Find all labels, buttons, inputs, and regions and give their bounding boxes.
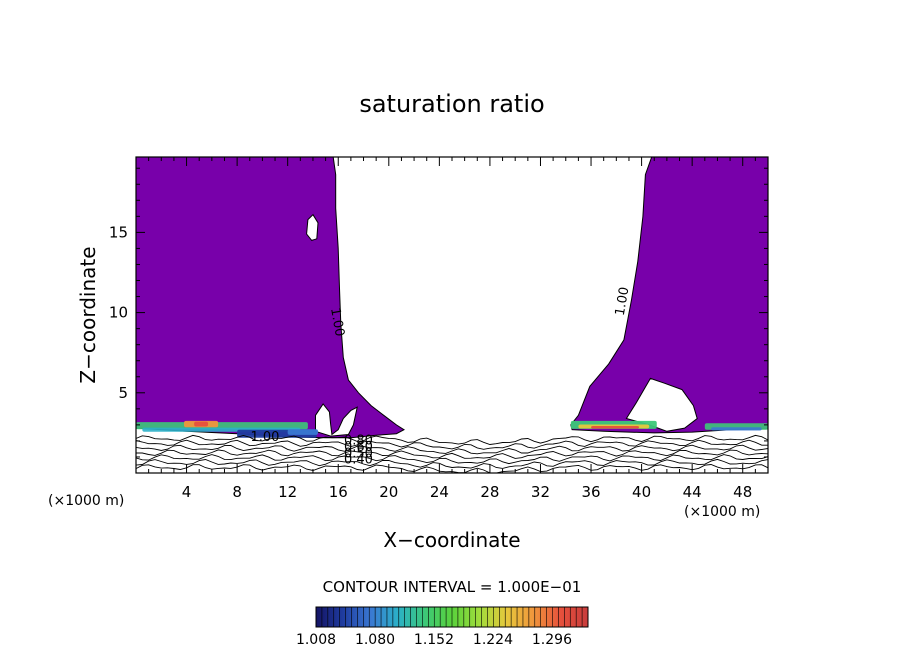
contour-line <box>136 439 768 450</box>
supersat-band <box>591 426 640 429</box>
x-tick-label: 48 <box>733 483 752 501</box>
supersat-band <box>287 429 319 435</box>
supersaturation-bands <box>136 420 768 438</box>
contour-line <box>136 458 768 469</box>
saturated-region-left <box>136 157 405 439</box>
supersat-band <box>711 427 762 431</box>
contour-line <box>136 454 768 465</box>
contour-line <box>136 434 768 445</box>
x-axis-ticks: 4 8 12 16 20 24 28 32 36 40 44 48 <box>148 157 756 501</box>
colorbar-tick-label: 1.008 <box>296 632 336 648</box>
contour-label: 0.60 <box>344 440 373 455</box>
x-tick-label: 16 <box>329 483 348 501</box>
saturated-region-right <box>570 157 768 434</box>
colorbar-tick-label: 1.080 <box>355 632 395 648</box>
contour-interval-label: CONTOUR INTERVAL = 1.000E−01 <box>323 578 582 596</box>
x-unit-label-left: (×1000 m) <box>48 493 124 509</box>
x-tick-label: 44 <box>683 483 702 501</box>
x-tick-label: 4 <box>182 483 192 501</box>
contour-line <box>136 444 768 455</box>
supersat-band <box>194 421 209 427</box>
contour-label: 1.00 <box>250 430 279 445</box>
unsaturated-hole-low <box>315 403 358 437</box>
unsaturated-hole-upper <box>306 213 319 241</box>
x-tick-label: 8 <box>232 483 242 501</box>
contour-line <box>136 449 768 459</box>
y-axis-label: Z−coordinate <box>76 246 100 383</box>
colorbar-divisions <box>321 607 583 627</box>
plot-area <box>136 157 768 473</box>
supersat-band <box>136 422 308 430</box>
x-axis-label: X−coordinate <box>383 528 520 552</box>
x-tick-label: 28 <box>480 483 499 501</box>
x-tick-label: 36 <box>581 483 600 501</box>
x-tick-label: 20 <box>379 483 398 501</box>
contour-label: 0.50 <box>344 446 373 461</box>
colorbar-ticks: 1.008 1.080 1.152 1.224 1.296 <box>296 632 572 648</box>
unsaturated-hole-right <box>625 377 698 432</box>
y-tick-label: 15 <box>109 223 128 241</box>
contour-label: 1.00 <box>327 307 347 338</box>
x-tick-label: 40 <box>632 483 651 501</box>
x-unit-label-right: (×1000 m) <box>684 504 760 520</box>
colorbar-tick-label: 1.152 <box>414 632 454 648</box>
y-tick-label: 5 <box>118 384 128 402</box>
x-tick-label: 32 <box>531 483 550 501</box>
contour-label: 1.00 <box>613 286 633 317</box>
y-tick-label: 10 <box>109 304 128 322</box>
colorbar-tick-label: 1.296 <box>532 632 572 648</box>
x-tick-label: 24 <box>430 483 449 501</box>
low-level-contours <box>136 434 768 473</box>
x-tick-label: 12 <box>278 483 297 501</box>
colorbar-tick-label: 1.224 <box>473 632 513 648</box>
y-axis-ticks: 5 10 15 <box>109 167 768 458</box>
contour-labels: 1.00 1.00 1.00 0.800.600.500.40 <box>250 286 632 468</box>
chart-title: saturation ratio <box>359 90 544 118</box>
contour-label: 0.80 <box>344 433 373 448</box>
contour-label: 0.40 <box>344 453 373 468</box>
